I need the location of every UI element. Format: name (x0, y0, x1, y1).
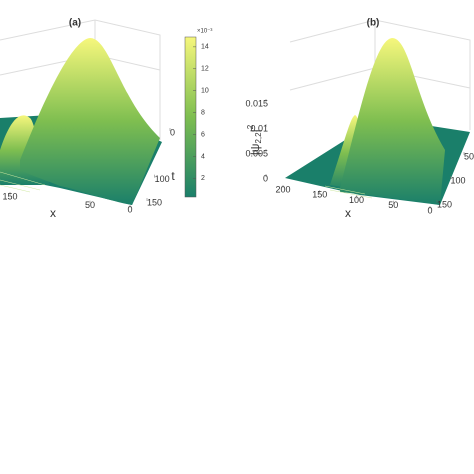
z-tick-label: 0.015 (245, 98, 268, 108)
colorbar-tick-label: 14 (201, 44, 209, 51)
x-tick-label: 0 (427, 205, 432, 215)
colorbar (184, 36, 197, 198)
z-axis-label: |ψ2,2|2 (246, 124, 263, 155)
x-axis-label: x (50, 206, 56, 220)
y-tick-label: 150 (437, 199, 452, 209)
x-tick-label: 200 (275, 184, 290, 194)
x-tick-label: 150 (2, 191, 17, 201)
x-tick-label: 150 (312, 190, 327, 200)
x-tick-label: 50 (85, 200, 95, 210)
y-tick-label: 50 (464, 151, 474, 161)
y-tick-label: 100 (155, 174, 170, 184)
y-axis-label: t (171, 169, 175, 183)
surface-a (0, 38, 162, 205)
colorbar-tick-label: 4 (201, 153, 205, 160)
colorbar-tick-label: 10 (201, 88, 209, 95)
x-tick-label: 100 (349, 195, 364, 205)
x-tick-label: 50 (388, 200, 398, 210)
z-tick-label: 0.01 (250, 123, 268, 133)
x-axis-label: x (345, 206, 351, 220)
x-tick-label: 0 (127, 204, 132, 214)
z-tick-label: 0 (263, 173, 268, 183)
y-tick-label: 150 (147, 197, 162, 207)
colorbar-tick-label: 6 (201, 131, 205, 138)
y-tick-label: 100 (451, 175, 466, 185)
colorbar-exponent: ×10⁻³ (197, 29, 212, 35)
y-tick-label: 0 (170, 127, 175, 137)
surface-b (285, 38, 470, 205)
z-tick-label: 0.005 (245, 148, 268, 158)
panel-title: (a) (69, 18, 81, 29)
colorbar-tick-label: 12 (201, 66, 209, 73)
colorbar-tick-label: 8 (201, 109, 205, 116)
colorbar-tick-label: 2 (201, 175, 205, 182)
panel-title: (b) (367, 18, 380, 29)
